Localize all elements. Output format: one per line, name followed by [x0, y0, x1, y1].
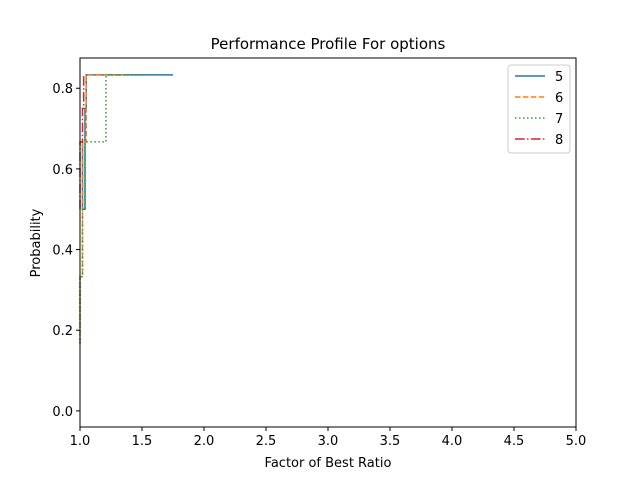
y-tick-label: 0.6 — [52, 163, 73, 178]
x-tick-label: 3.0 — [318, 434, 339, 449]
y-tick-label: 0.2 — [52, 324, 73, 339]
legend-label-6: 6 — [555, 91, 563, 106]
legend: 5 6 7 8 — [507, 64, 571, 154]
x-axis-label: Factor of Best Ratio — [265, 456, 392, 471]
series-line-7 — [79, 74, 142, 344]
y-tick-label: 0.8 — [52, 82, 73, 97]
chart-title: Performance Profile For options — [211, 35, 446, 53]
x-tick-label: 1.5 — [132, 434, 153, 449]
legend-label-5: 5 — [555, 70, 563, 85]
x-tick-label: 5.0 — [566, 434, 587, 449]
x-tick-label: 1.0 — [70, 434, 91, 449]
ticks-layer: 1.0 1.5 2.0 2.5 3.0 3.5 4.0 4.5 5.0 0.0 0.2 0.4 0.6 0… — [52, 82, 586, 449]
y-tick-label: 0.4 — [52, 244, 73, 259]
x-tick-label: 4.5 — [504, 434, 525, 449]
y-axis-label: Probability — [29, 208, 44, 277]
x-tick-label: 2.5 — [256, 434, 277, 449]
legend-box — [507, 64, 571, 154]
legend-label-7: 7 — [555, 112, 563, 127]
legend-label-8: 8 — [555, 133, 563, 148]
x-tick-label: 3.5 — [380, 434, 401, 449]
y-tick-label: 0.0 — [52, 405, 73, 420]
x-tick-label: 2.0 — [194, 434, 215, 449]
x-tick-label: 4.0 — [442, 434, 463, 449]
